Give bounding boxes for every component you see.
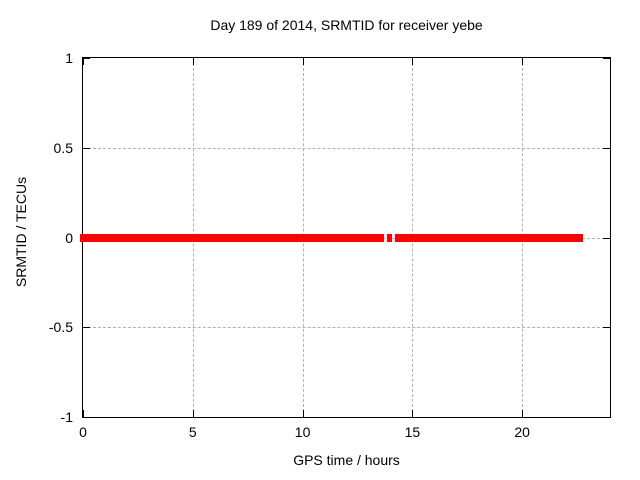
x-tick-top-15 [412,58,414,65]
x-tick-label-10: 10 [294,424,311,440]
x-axis-label: GPS time / hours [293,452,400,468]
y-tick-label--0.5: -0.5 [48,319,73,336]
plot-area [80,57,611,418]
y-tick-label-0: 0 [65,229,73,246]
series-SRMTID-segment-1 [387,233,393,242]
y-axis-label: SRMTID / TECUs [13,176,29,288]
y-tick-right--1 [603,417,610,418]
x-tick-label-5: 5 [188,424,197,440]
y-tick-left-0.5 [83,147,90,149]
y-tick-right-0 [603,237,610,239]
series-SRMTID-segment-0 [80,233,385,242]
y-tick-label--1: -1 [60,409,73,425]
y-tick-left--1 [83,417,90,418]
y-tick-right-1 [603,58,610,59]
y-tick-left--0.5 [83,327,90,329]
y-tick-label-0.5: 0.5 [53,139,73,156]
x-tick-label-20: 20 [514,424,530,440]
series-SRMTID-segment-2 [395,233,584,242]
gridline-y-0.5 [83,147,610,149]
y-tick-label-1: 1 [65,50,73,66]
x-tick-bottom-5 [192,410,194,417]
y-tick-right-0.5 [603,147,610,149]
x-tick-top-10 [302,58,304,65]
gridline-y--0.5 [83,327,610,329]
x-tick-bottom-0 [83,410,84,417]
chart-title: Day 189 of 2014, SRMTID for receiver yeb… [210,17,483,33]
y-tick-left-1 [83,58,90,59]
y-tick-right--0.5 [603,327,610,329]
x-tick-label-0: 0 [79,424,87,440]
x-tick-bottom-20 [522,410,524,417]
x-tick-bottom-15 [412,410,414,417]
x-tick-top-0 [83,58,84,65]
x-tick-label-15: 15 [404,424,421,440]
x-tick-top-20 [522,58,524,65]
x-tick-bottom-10 [302,410,304,417]
x-tick-top-5 [192,58,194,65]
